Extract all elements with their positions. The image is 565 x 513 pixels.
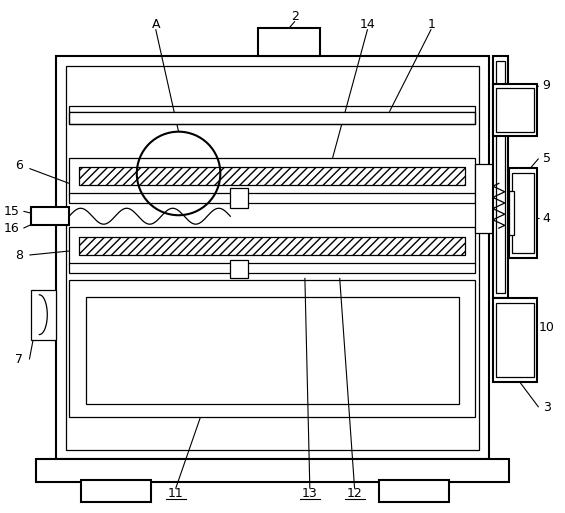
Bar xyxy=(79,237,465,255)
Bar xyxy=(69,263,475,273)
Bar xyxy=(496,303,533,378)
Text: 2: 2 xyxy=(291,10,299,23)
Text: 1: 1 xyxy=(427,18,435,31)
Text: 7: 7 xyxy=(15,353,23,366)
Bar xyxy=(258,28,320,56)
Bar xyxy=(79,237,465,255)
Text: 8: 8 xyxy=(15,248,23,262)
Bar xyxy=(36,459,509,482)
Text: 16: 16 xyxy=(3,222,19,234)
Text: 13: 13 xyxy=(302,487,318,500)
Bar xyxy=(475,164,493,233)
Text: 14: 14 xyxy=(360,18,375,31)
Text: 3: 3 xyxy=(542,401,550,413)
Bar xyxy=(231,188,248,208)
Bar xyxy=(66,66,479,450)
Bar xyxy=(32,290,56,340)
Bar xyxy=(512,173,533,253)
Text: 4: 4 xyxy=(542,212,550,225)
Bar xyxy=(508,191,514,235)
Bar xyxy=(496,61,505,293)
Bar xyxy=(493,298,537,382)
Bar xyxy=(86,297,459,404)
Text: 9: 9 xyxy=(542,80,550,92)
Text: 12: 12 xyxy=(347,487,363,500)
Text: 11: 11 xyxy=(168,487,184,500)
Bar xyxy=(508,168,537,258)
Text: 5: 5 xyxy=(542,152,550,165)
Bar xyxy=(79,167,465,185)
Bar xyxy=(69,106,475,124)
Bar xyxy=(69,157,475,195)
Bar xyxy=(496,88,533,132)
Bar xyxy=(32,207,69,225)
Text: 10: 10 xyxy=(538,321,554,334)
Bar xyxy=(69,280,475,417)
Bar xyxy=(56,56,489,459)
Bar xyxy=(380,480,449,502)
Text: A: A xyxy=(151,18,160,31)
Bar xyxy=(69,227,475,265)
Bar xyxy=(231,260,248,278)
Bar xyxy=(81,480,151,502)
Text: 6: 6 xyxy=(15,159,23,172)
Text: 15: 15 xyxy=(3,205,19,218)
Bar xyxy=(79,167,465,185)
Bar xyxy=(493,56,508,298)
Bar xyxy=(69,193,475,203)
Bar xyxy=(493,84,537,135)
Bar xyxy=(69,112,475,124)
